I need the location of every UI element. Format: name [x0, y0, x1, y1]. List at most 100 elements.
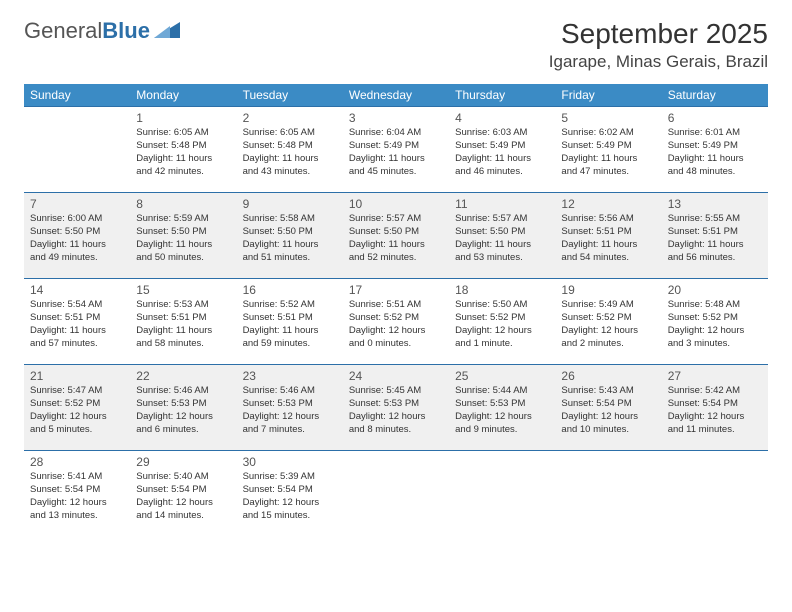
sunrise-text: Sunrise: 5:57 AM: [349, 213, 443, 226]
sunset-text: Sunset: 5:51 PM: [136, 312, 230, 325]
day-number: 14: [30, 282, 124, 298]
day-header: Thursday: [449, 84, 555, 107]
day-number: 2: [243, 110, 337, 126]
daylight-text: Daylight: 11 hours: [349, 153, 443, 166]
daylight-text: and 53 minutes.: [455, 252, 549, 265]
day-number: 29: [136, 454, 230, 470]
sunset-text: Sunset: 5:50 PM: [30, 226, 124, 239]
daylight-text: Daylight: 12 hours: [561, 411, 655, 424]
day-number: 16: [243, 282, 337, 298]
sunset-text: Sunset: 5:53 PM: [243, 398, 337, 411]
sunrise-text: Sunrise: 6:05 AM: [136, 127, 230, 140]
sunrise-text: Sunrise: 6:02 AM: [561, 127, 655, 140]
day-number: 18: [455, 282, 549, 298]
daylight-text: Daylight: 12 hours: [243, 411, 337, 424]
sunrise-text: Sunrise: 6:03 AM: [455, 127, 549, 140]
daylight-text: Daylight: 12 hours: [136, 497, 230, 510]
header: GeneralBlue September 2025 Igarape, Mina…: [24, 18, 768, 72]
daylight-text: Daylight: 11 hours: [455, 239, 549, 252]
daylight-text: and 54 minutes.: [561, 252, 655, 265]
daylight-text: and 1 minute.: [455, 338, 549, 351]
day-cell: 15Sunrise: 5:53 AMSunset: 5:51 PMDayligh…: [130, 279, 236, 365]
day-number: 6: [668, 110, 762, 126]
triangle-icon: [154, 20, 180, 43]
sunrise-text: Sunrise: 6:01 AM: [668, 127, 762, 140]
day-cell: 6Sunrise: 6:01 AMSunset: 5:49 PMDaylight…: [662, 107, 768, 193]
sunset-text: Sunset: 5:54 PM: [668, 398, 762, 411]
week-row: 1Sunrise: 6:05 AMSunset: 5:48 PMDaylight…: [24, 107, 768, 193]
daylight-text: and 59 minutes.: [243, 338, 337, 351]
day-cell: 29Sunrise: 5:40 AMSunset: 5:54 PMDayligh…: [130, 451, 236, 537]
day-cell: 12Sunrise: 5:56 AMSunset: 5:51 PMDayligh…: [555, 193, 661, 279]
sunset-text: Sunset: 5:54 PM: [243, 484, 337, 497]
day-number: 26: [561, 368, 655, 384]
day-number: 24: [349, 368, 443, 384]
day-number: 30: [243, 454, 337, 470]
sunrise-text: Sunrise: 6:04 AM: [349, 127, 443, 140]
daylight-text: Daylight: 11 hours: [136, 325, 230, 338]
day-cell: 4Sunrise: 6:03 AMSunset: 5:49 PMDaylight…: [449, 107, 555, 193]
day-cell: [555, 451, 661, 537]
daylight-text: Daylight: 12 hours: [136, 411, 230, 424]
sunset-text: Sunset: 5:53 PM: [136, 398, 230, 411]
sunrise-text: Sunrise: 5:42 AM: [668, 385, 762, 398]
daylight-text: Daylight: 12 hours: [30, 411, 124, 424]
daylight-text: Daylight: 11 hours: [136, 153, 230, 166]
daylight-text: Daylight: 11 hours: [561, 239, 655, 252]
daylight-text: and 14 minutes.: [136, 510, 230, 523]
daylight-text: Daylight: 12 hours: [243, 497, 337, 510]
day-number: 3: [349, 110, 443, 126]
sunrise-text: Sunrise: 5:57 AM: [455, 213, 549, 226]
daylight-text: and 15 minutes.: [243, 510, 337, 523]
day-number: 11: [455, 196, 549, 212]
daylight-text: Daylight: 12 hours: [455, 325, 549, 338]
day-header: Monday: [130, 84, 236, 107]
sunrise-text: Sunrise: 5:39 AM: [243, 471, 337, 484]
day-cell: 21Sunrise: 5:47 AMSunset: 5:52 PMDayligh…: [24, 365, 130, 451]
sunrise-text: Sunrise: 5:46 AM: [136, 385, 230, 398]
day-cell: 25Sunrise: 5:44 AMSunset: 5:53 PMDayligh…: [449, 365, 555, 451]
week-row: 7Sunrise: 6:00 AMSunset: 5:50 PMDaylight…: [24, 193, 768, 279]
daylight-text: Daylight: 12 hours: [349, 411, 443, 424]
logo-text: GeneralBlue: [24, 18, 150, 44]
daylight-text: Daylight: 11 hours: [243, 325, 337, 338]
daylight-text: and 50 minutes.: [136, 252, 230, 265]
day-cell: 1Sunrise: 6:05 AMSunset: 5:48 PMDaylight…: [130, 107, 236, 193]
day-cell: 11Sunrise: 5:57 AMSunset: 5:50 PMDayligh…: [449, 193, 555, 279]
month-title: September 2025: [549, 18, 768, 50]
day-number: 15: [136, 282, 230, 298]
calendar-table: Sunday Monday Tuesday Wednesday Thursday…: [24, 84, 768, 537]
day-cell: [662, 451, 768, 537]
sunset-text: Sunset: 5:51 PM: [668, 226, 762, 239]
day-cell: 2Sunrise: 6:05 AMSunset: 5:48 PMDaylight…: [237, 107, 343, 193]
sunrise-text: Sunrise: 5:47 AM: [30, 385, 124, 398]
day-cell: 28Sunrise: 5:41 AMSunset: 5:54 PMDayligh…: [24, 451, 130, 537]
sunset-text: Sunset: 5:50 PM: [349, 226, 443, 239]
sunset-text: Sunset: 5:49 PM: [349, 140, 443, 153]
day-cell: 30Sunrise: 5:39 AMSunset: 5:54 PMDayligh…: [237, 451, 343, 537]
daylight-text: Daylight: 12 hours: [561, 325, 655, 338]
sunrise-text: Sunrise: 5:55 AM: [668, 213, 762, 226]
daylight-text: and 0 minutes.: [349, 338, 443, 351]
sunrise-text: Sunrise: 5:46 AM: [243, 385, 337, 398]
sunrise-text: Sunrise: 5:54 AM: [30, 299, 124, 312]
sunset-text: Sunset: 5:50 PM: [455, 226, 549, 239]
day-number: 25: [455, 368, 549, 384]
day-cell: 10Sunrise: 5:57 AMSunset: 5:50 PMDayligh…: [343, 193, 449, 279]
day-number: 13: [668, 196, 762, 212]
sunrise-text: Sunrise: 5:49 AM: [561, 299, 655, 312]
day-number: 7: [30, 196, 124, 212]
day-cell: [343, 451, 449, 537]
day-cell: [24, 107, 130, 193]
day-number: 5: [561, 110, 655, 126]
sunset-text: Sunset: 5:53 PM: [455, 398, 549, 411]
daylight-text: Daylight: 12 hours: [668, 411, 762, 424]
day-header: Tuesday: [237, 84, 343, 107]
day-cell: 14Sunrise: 5:54 AMSunset: 5:51 PMDayligh…: [24, 279, 130, 365]
day-number: 19: [561, 282, 655, 298]
daylight-text: Daylight: 12 hours: [455, 411, 549, 424]
sunrise-text: Sunrise: 5:44 AM: [455, 385, 549, 398]
day-cell: 7Sunrise: 6:00 AMSunset: 5:50 PMDaylight…: [24, 193, 130, 279]
sunrise-text: Sunrise: 5:40 AM: [136, 471, 230, 484]
day-number: 1: [136, 110, 230, 126]
